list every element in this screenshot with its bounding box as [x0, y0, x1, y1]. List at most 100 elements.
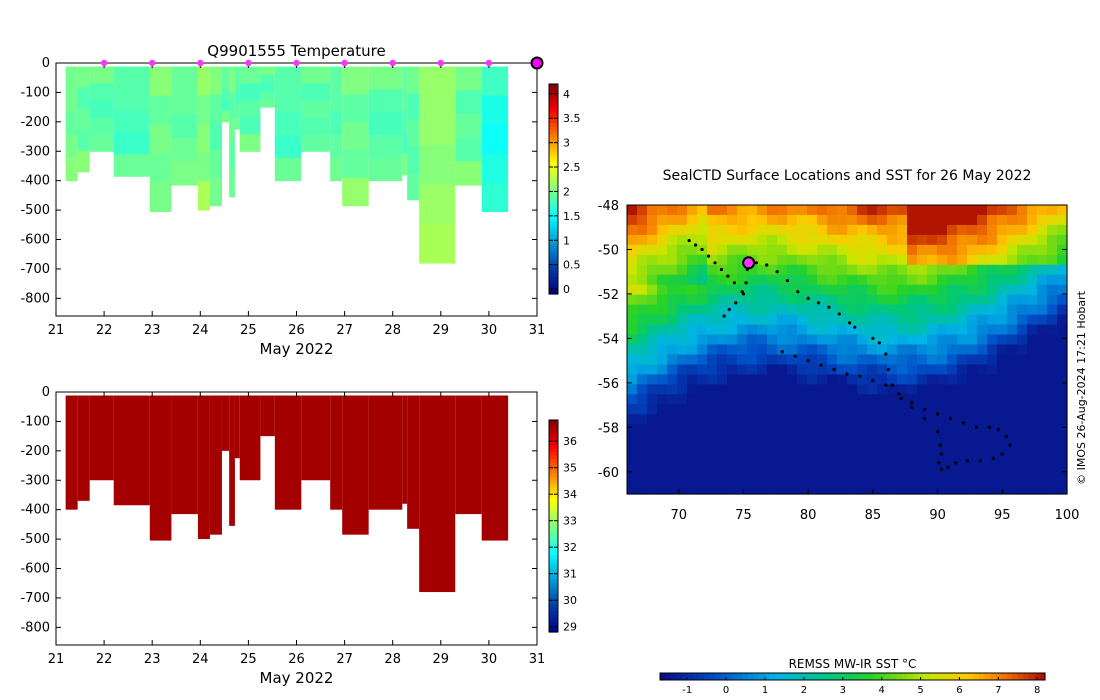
sst-cell-20-19 [817, 404, 828, 415]
sst-colorbar-step-16 [748, 673, 755, 680]
sst-cell-26-16 [787, 464, 798, 475]
sst-cell-14-19 [817, 344, 828, 356]
x-axis-label-0: May 2022 [260, 340, 334, 358]
sst-cell-28-14 [767, 484, 778, 495]
sst-cell-26-4 [667, 464, 678, 475]
sst-cell-24-29 [917, 444, 928, 455]
sst-cell-12-20 [827, 324, 838, 336]
sst-cell-16-26 [887, 364, 898, 376]
sst-cell-26-20 [827, 464, 838, 475]
sst-cell-28-15 [777, 484, 788, 495]
sst-cell-14-10 [727, 344, 738, 356]
map-y-tick-label-6: -60 [598, 466, 619, 481]
sst-colorbar-tick-label-3: 2 [801, 685, 807, 696]
sst-cell-10-18 [807, 304, 818, 316]
sst-cell-4-10 [727, 244, 738, 256]
sst-cell-15-9 [717, 354, 728, 366]
sst-cell-19-18 [807, 394, 818, 405]
sst-cell-11-27 [897, 314, 908, 326]
sst-cell-11-42 [1047, 314, 1058, 326]
sst-cell-12-10 [727, 324, 738, 336]
profile-column-0-13-band-0 [274, 66, 302, 90]
sst-cell-19-19 [817, 394, 828, 405]
sst-cell-2-29 [917, 224, 928, 236]
colorbar-tick-label-1-7: 36 [563, 435, 577, 448]
colorbar-1-step-32 [549, 515, 558, 520]
sst-cell-18-10 [727, 384, 738, 395]
sst-cell-18-5 [677, 384, 688, 395]
x-tick-label-1-2: 23 [144, 652, 161, 667]
sst-cell-1-13 [757, 214, 768, 226]
colorbar-0-step-26 [549, 199, 558, 204]
colorbar-0-step-12 [549, 248, 558, 253]
sst-cell-2-38 [1007, 224, 1018, 236]
colorbar-1-step-3 [549, 617, 558, 622]
sst-cell-11-39 [1017, 314, 1028, 326]
sst-colorbar-step-22 [781, 673, 788, 680]
sst-cell-7-10 [727, 274, 738, 286]
sst-cell-3-17 [797, 234, 808, 246]
profile-column-0-22-band-2 [481, 124, 509, 155]
sst-cell-15-29 [917, 354, 928, 366]
sst-cell-18-4 [667, 384, 678, 395]
sst-cell-17-9 [717, 374, 728, 385]
sst-cell-23-30 [927, 434, 938, 445]
sst-cell-16-13 [757, 364, 768, 376]
sst-cell-22-23 [857, 424, 868, 435]
sst-cell-26-19 [817, 464, 828, 475]
sst-cell-8-24 [867, 284, 878, 296]
y-tick-label-0-8: -800 [20, 291, 50, 306]
sst-cell-1-40 [1027, 214, 1038, 226]
track-3-point-18 [1004, 434, 1008, 438]
sst-cell-4-20 [827, 244, 838, 256]
sst-cell-15-30 [927, 354, 938, 366]
sst-cell-22-15 [777, 424, 788, 435]
track-2-point-2 [741, 292, 746, 296]
sst-cell-11-32 [947, 314, 958, 326]
x-tick-label-0-6: 27 [336, 323, 353, 338]
sst-cell-7-4 [667, 274, 678, 286]
profile-column-0-6-band-0 [197, 66, 210, 96]
sst-cell-26-39 [1017, 464, 1028, 475]
sst-cell-26-35 [977, 464, 988, 475]
sst-cell-5-23 [857, 254, 868, 266]
sst-cell-25-9 [717, 454, 728, 465]
sst-cell-13-3 [657, 334, 668, 346]
sst-cell-19-12 [747, 394, 758, 405]
sst-colorbar-step-56 [968, 673, 975, 680]
track-3-point-12 [935, 412, 940, 416]
map-x-tick-label-4: 90 [929, 508, 946, 523]
sst-cell-12-29 [917, 324, 928, 336]
sst-cell-24-21 [837, 444, 848, 455]
colorbar-0-step-25 [549, 203, 558, 208]
map-current-position-marker [742, 256, 756, 270]
sst-cell-27-18 [807, 474, 818, 485]
sst-cell-18-1 [637, 384, 648, 395]
sst-cell-15-10 [727, 354, 738, 366]
profile-column-0-20-band-2 [419, 145, 456, 185]
profile-column-1-7 [209, 395, 222, 535]
sst-cell-19-24 [867, 394, 878, 405]
profile-column-0-21-band-0 [455, 66, 482, 91]
profile-column-0-20-band-4 [419, 223, 456, 264]
sst-cell-20-30 [927, 404, 938, 415]
profile-column-0-9-band-3 [229, 144, 235, 172]
sst-cell-27-9 [717, 474, 728, 485]
sst-cell-23-32 [947, 434, 958, 445]
sst-cell-5-41 [1037, 254, 1048, 266]
sst-cell-19-2 [647, 394, 658, 405]
colorbar-0-step-52 [549, 108, 558, 113]
sst-cell-12-32 [947, 324, 958, 336]
sst-cell-0-23 [857, 205, 868, 216]
sst-cell-17-37 [997, 374, 1008, 385]
sst-cell-0-34 [967, 205, 978, 216]
sst-cell-10-15 [777, 304, 788, 316]
profile-column-0-6-band-3 [197, 152, 210, 182]
sst-cell-27-15 [777, 474, 788, 485]
colorbar-0-step-19 [549, 224, 558, 229]
profile-column-0-3-band-4 [113, 154, 150, 177]
colorbar-1-step-36 [549, 501, 558, 506]
sst-cell-16-25 [877, 364, 888, 376]
sst-cell-27-13 [757, 474, 768, 485]
sst-colorbar-step-27 [808, 673, 815, 680]
